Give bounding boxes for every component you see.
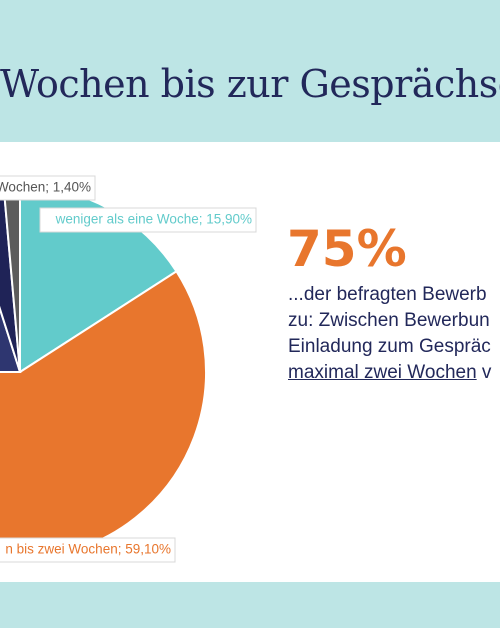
callout-text: ...der befragten Bewerb zu: Zwischen Bew… [288,282,491,386]
text: v [476,362,492,383]
label-box [0,537,176,563]
text-line: Einladung zum Gespräc [288,336,491,357]
label-box [0,175,96,201]
title: Wochen bis zur Gesprächsei [0,62,500,106]
big-stat: 75% [287,220,407,278]
text-line: zu: Zwischen Bewerbun [288,310,490,331]
label-box [39,207,257,233]
data-label: n bis zwei Wochen; 59,10% [5,542,171,557]
data-label: Wochen; 1,40% [0,180,91,195]
text-line: ...der befragten Bewerb [288,284,487,305]
text-line: maximal zwei Wochen v [288,360,491,386]
data-label: weniger als eine Woche; 15,90% [55,212,252,227]
emphasis: maximal zwei Wochen [288,362,477,383]
